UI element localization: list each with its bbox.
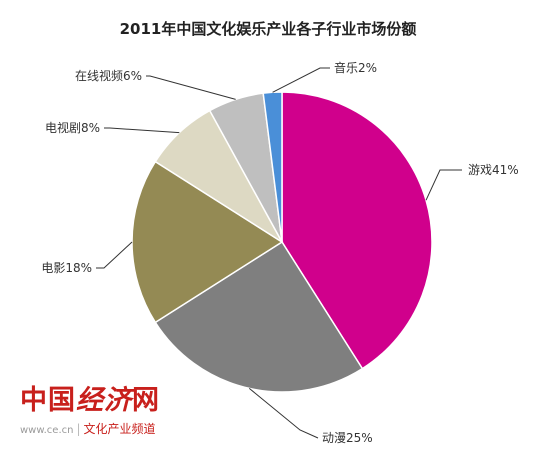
slice-label: 电视剧8%	[45, 120, 100, 135]
brand-subline: www.ce.cn | 文化产业频道	[20, 422, 156, 436]
brand-script-text: 经济	[76, 385, 132, 416]
leader-line	[104, 127, 180, 134]
brand-tail-text: 网	[132, 385, 160, 416]
slice-label: 音乐2%	[334, 60, 377, 75]
watermark-logo: 中国经济网 www.ce.cn | 文化产业频道	[20, 386, 220, 437]
slice-label: 动漫25%	[322, 431, 373, 445]
brand-logo: 中国经济网	[20, 386, 220, 416]
slice-label: 在线视频6%	[75, 68, 142, 83]
slice-label: 电影18%	[41, 261, 92, 275]
pie-slice	[281, 91, 433, 370]
leader-line	[272, 67, 330, 93]
leader-line	[96, 241, 133, 269]
site-url: www.ce.cn	[20, 425, 74, 436]
brand-text: 中国	[20, 385, 76, 416]
leader-line	[146, 75, 236, 100]
channel-name: 文化产业频道	[83, 422, 156, 436]
chart-title: 2011年中国文化娱乐产业各子行业市场份额	[120, 20, 417, 38]
pie-slice	[131, 160, 284, 324]
slice-label: 游戏41%	[468, 163, 519, 177]
leader-line	[425, 169, 462, 201]
leader-line	[248, 388, 319, 439]
pie-slice	[154, 240, 364, 393]
